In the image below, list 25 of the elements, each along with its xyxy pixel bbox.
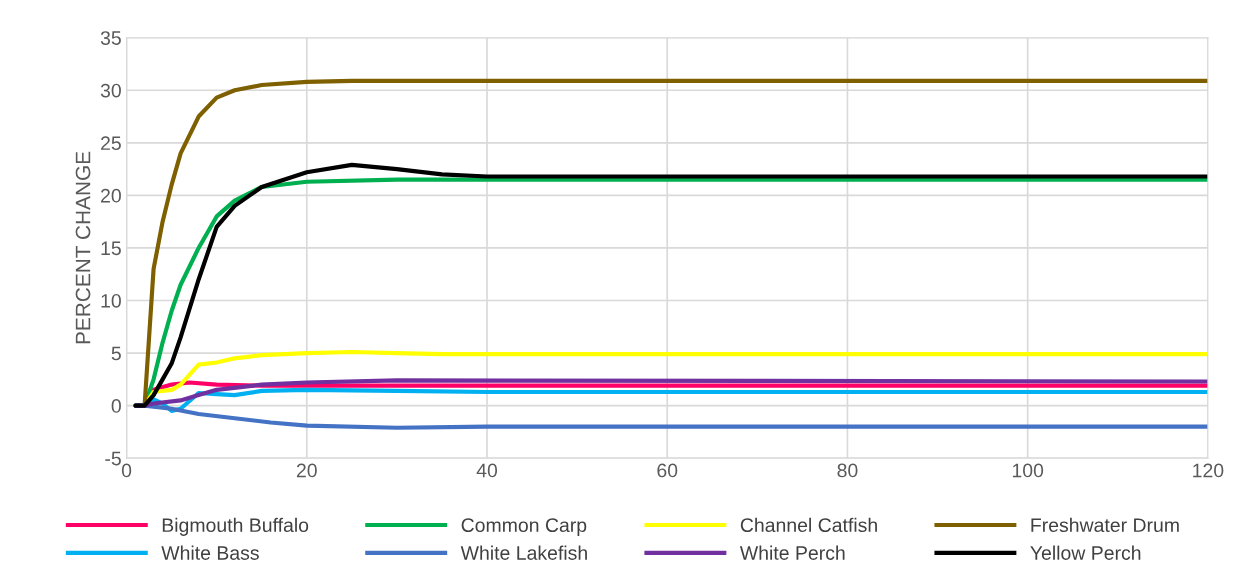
y-tick-label: 25 xyxy=(101,136,121,151)
legend-label: Channel Catfish xyxy=(740,517,877,533)
y-tick-label: 30 xyxy=(100,83,121,98)
legend-label: Bigmouth Buffalo xyxy=(162,517,309,536)
legend-label: White Lakefish xyxy=(460,545,587,560)
legend-label: White Bass xyxy=(161,545,259,560)
y-tick-label: 35 xyxy=(100,31,121,45)
x-tick-label: 60 xyxy=(657,463,678,478)
x-tick-label: 0 xyxy=(121,463,132,478)
y-tick-label: -5 xyxy=(105,451,121,466)
y-axis-title: PERCENT CHANGE xyxy=(75,151,91,344)
legend-label: White Perch xyxy=(739,545,845,560)
y-tick-label: 20 xyxy=(101,188,121,203)
y-tick-label: 5 xyxy=(111,346,121,361)
legend-label: Common Carp xyxy=(461,518,587,536)
y-tick-label: 15 xyxy=(101,241,121,256)
legend-label: Yellow Perch xyxy=(1030,545,1141,560)
y-tick-label: 10 xyxy=(101,293,121,308)
y-tick-label: 0 xyxy=(111,399,121,413)
x-tick-label: 80 xyxy=(837,463,858,478)
x-tick-label: 100 xyxy=(1012,463,1044,478)
legend-label: Freshwater Drum xyxy=(1031,517,1179,533)
x-tick-label: 40 xyxy=(476,463,498,478)
x-tick-label: 120 xyxy=(1193,463,1224,478)
x-tick-label: 20 xyxy=(296,463,317,478)
